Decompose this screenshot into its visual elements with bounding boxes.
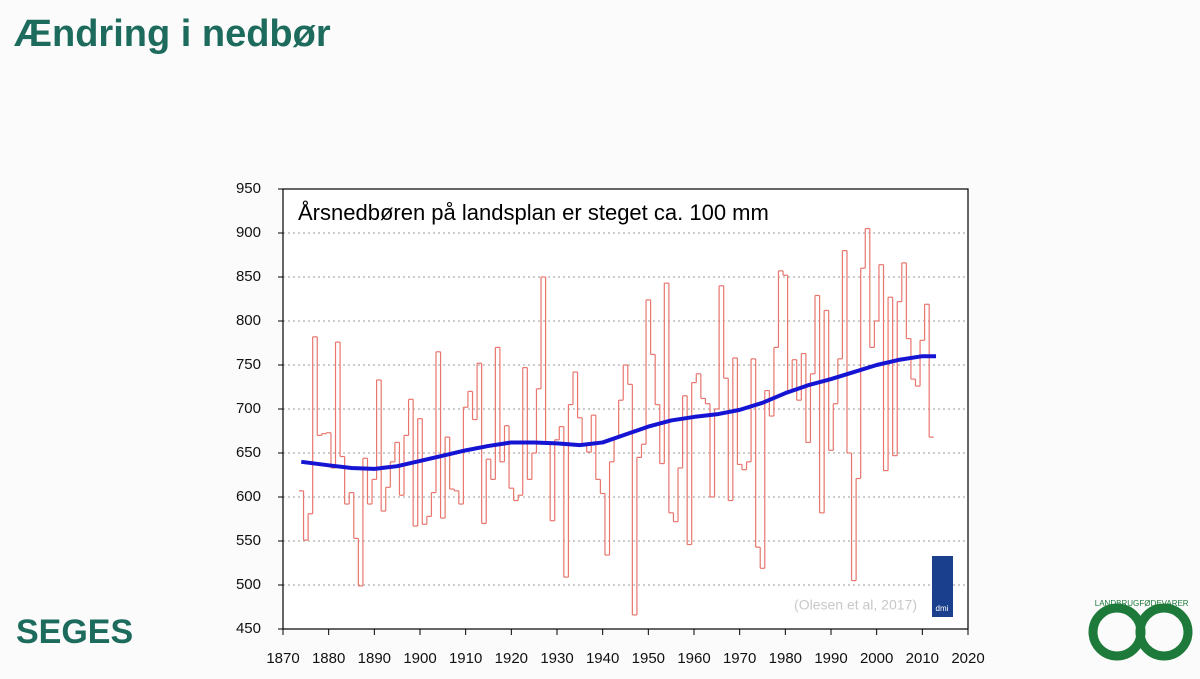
- y-tick-label: 500: [236, 576, 261, 593]
- logo-ring: [1135, 603, 1193, 661]
- x-tick-label: 1970: [723, 650, 756, 667]
- x-tick-label: 2020: [951, 650, 984, 667]
- y-tick-label: 600: [236, 488, 261, 505]
- x-tick-label: 1870: [266, 650, 299, 667]
- trend-line: [301, 354, 937, 471]
- logo-text: FØDEVARER: [1139, 599, 1188, 608]
- right-logo: LANDBRUG FØDEVARER: [1088, 599, 1193, 661]
- logo-ring: [1088, 603, 1146, 661]
- x-tick-label: 1990: [814, 650, 847, 667]
- seges-logo: SEGES: [16, 613, 133, 651]
- y-tick-label: 950: [236, 180, 261, 197]
- x-tick-label: 1980: [769, 650, 802, 667]
- x-tick-label: 1890: [358, 650, 391, 667]
- x-tick-label: 2010: [906, 650, 939, 667]
- plot: [283, 188, 968, 630]
- x-tick-label: 1880: [312, 650, 345, 667]
- y-tick-label: 900: [236, 224, 261, 241]
- y-tick-label: 750: [236, 356, 261, 373]
- annotation: Årsnedbøren på landsplan er steget ca. 1…: [298, 200, 769, 225]
- y-tick-label: 650: [236, 444, 261, 461]
- source: (Olesen et al, 2017): [794, 597, 917, 613]
- x-tick-label: 2000: [860, 650, 893, 667]
- y-tick-label: 450: [236, 620, 261, 637]
- y-tick-label: 800: [236, 312, 261, 329]
- slide-title: Ændring i nedbør: [14, 13, 331, 55]
- x-tick-label: 1960: [677, 650, 710, 667]
- dmi-text: dmi: [936, 604, 949, 613]
- dmi-logo: [932, 556, 953, 617]
- y-tick-label: 700: [236, 400, 261, 417]
- x-tick-label: 1900: [403, 650, 436, 667]
- x-tick-label: 1930: [540, 650, 573, 667]
- x-tick-label: 1910: [449, 650, 482, 667]
- y-tick-label: 550: [236, 532, 261, 549]
- y-tick-label: 850: [236, 268, 261, 285]
- x-tick-label: 1920: [495, 650, 528, 667]
- x-tick-label: 1950: [632, 650, 665, 667]
- logo-text: LANDBRUG: [1095, 599, 1139, 608]
- x-tick-label: 1940: [586, 650, 619, 667]
